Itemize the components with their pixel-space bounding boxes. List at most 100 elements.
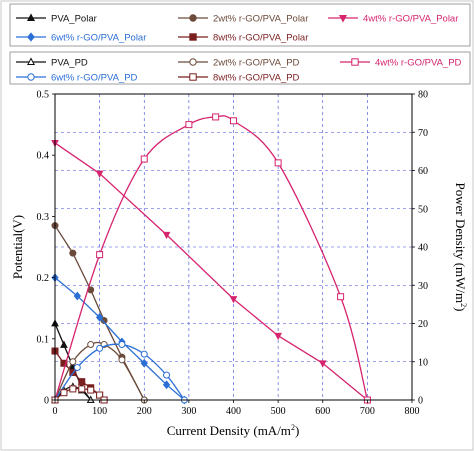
x-tick-label: 100 (92, 406, 107, 417)
data-point (69, 358, 77, 366)
y-tick-label: 0.4 (37, 151, 50, 162)
data-point (337, 293, 345, 301)
y2-tick-label: 40 (418, 243, 428, 254)
y2-tick-label: 60 (418, 166, 428, 177)
y2-tick-label: 0 (418, 396, 423, 407)
data-point (73, 291, 81, 301)
data-point (96, 391, 104, 399)
y2-tick-label: 70 (418, 128, 428, 139)
legend-swatch-marker (26, 13, 36, 22)
y2-tick-label: 80 (418, 90, 428, 101)
legend-label: 8wt% r-GO/PVA_Polar (213, 33, 308, 44)
legend-label: 6wt% r-GO/PVA_Polar (51, 33, 146, 44)
data-point (274, 159, 282, 167)
data-point (78, 378, 86, 386)
x-tick-label: 200 (137, 406, 152, 417)
y2-axis-label-main: Power Density (mW/m (453, 183, 468, 304)
data-point (87, 386, 95, 394)
legend-label: PVA_PD (51, 58, 88, 69)
x-tick-label: 300 (181, 406, 196, 417)
data-point (229, 296, 238, 304)
data-point (140, 350, 148, 358)
data-point (140, 358, 148, 368)
y2-tick-label: 50 (418, 204, 428, 215)
data-point (60, 359, 68, 367)
legend-swatch-marker (189, 58, 197, 66)
y2-tick-label: 10 (418, 357, 428, 368)
data-point (96, 251, 104, 259)
data-point (140, 155, 148, 163)
y2-tick-label: 20 (418, 319, 428, 330)
y2-axis-label: Power Density (mW/m2) (453, 183, 468, 312)
legend-item-2wt-r-go-pva-polar: 2wt% r-GO/PVA_Polar (178, 14, 308, 25)
x-axis-label-close: ) (295, 423, 299, 438)
series-line (54, 225, 145, 401)
grid (55, 94, 412, 400)
data-point (100, 316, 108, 324)
legend-swatch-marker (26, 57, 36, 66)
legend-power-density: PVA_PD 2wt% r-GO/PVA_PD 4wt% r-GO/PVA_PD 6w… (9, 51, 471, 85)
legend-swatch-marker (27, 73, 35, 81)
data-point (163, 371, 171, 379)
x-tick-label: 500 (271, 406, 286, 417)
legend-item-8wt-r-go-pva-polar: 8wt% r-GO/PVA_Polar (178, 33, 308, 44)
x-tick-label: 0 (53, 406, 58, 417)
x-tick-label: 800 (405, 406, 420, 417)
x-tick-label: 600 (315, 406, 330, 417)
legend-item-4wt-r-go-pva-pd: 4wt% r-GO/PVA_PD (340, 58, 462, 69)
data-point (60, 389, 68, 397)
data-point (60, 340, 68, 348)
legend-label: 4wt% r-GO/PVA_PD (375, 58, 462, 69)
y-tick-label: 0.2 (37, 273, 50, 284)
data-point (95, 170, 104, 178)
y2-tick-label: 30 (418, 281, 428, 292)
legend-swatch-marker (189, 14, 197, 22)
data-point (212, 113, 220, 121)
data-point (318, 360, 327, 368)
legend-item-pva-polar: PVA_Polar (16, 13, 97, 25)
legend-label: 2wt% r-GO/PVA_Polar (213, 14, 308, 25)
y2-axis-label-sup: 2 (459, 303, 468, 307)
legend-label: 8wt% r-GO/PVA_PD (213, 73, 300, 84)
data-point (96, 344, 104, 352)
data-point (185, 121, 193, 129)
y-tick-label: 0 (44, 396, 49, 407)
x-axis-label-sup: 2 (291, 423, 295, 432)
legend-item-8wt-r-go-pva-pd: 8wt% r-GO/PVA_PD (178, 73, 300, 84)
y-tick-label: 0.3 (37, 212, 50, 223)
legend-label: 2wt% r-GO/PVA_PD (213, 58, 300, 69)
legend-swatch-marker (27, 32, 35, 42)
data-point (95, 312, 104, 322)
data-point (162, 231, 171, 240)
data-point (87, 341, 95, 349)
legend-label: 6wt% r-GO/PVA_PD (51, 73, 138, 84)
legend-item-6wt-r-go-pva-pd: 6wt% r-GO/PVA_PD (16, 73, 138, 84)
legend-swatch-marker (351, 58, 359, 66)
x-tick-label: 400 (226, 406, 241, 417)
series-6wt-r-go-pva-pd (51, 341, 188, 404)
data-point (118, 341, 126, 349)
x-axis-label-main: Current Density (mA/m (167, 423, 291, 438)
legend-label: PVA_Polar (51, 14, 97, 25)
data-point (69, 385, 77, 393)
data-point (78, 385, 86, 393)
tick-labels: 0 100 200 300 400 500 600 700 80000.10.20.30.40.… (37, 90, 429, 418)
legend-item-pva-pd: PVA_PD (16, 57, 88, 69)
x-axis-label: Current Density (mA/m2) (167, 423, 300, 438)
data-point (73, 363, 81, 371)
legend-swatch-marker (338, 14, 348, 23)
legend-swatch-marker (189, 73, 197, 81)
legend-power-density-box (9, 51, 471, 85)
legend-item-4wt-r-go-pva-polar: 4wt% r-GO/PVA_Polar (328, 14, 458, 25)
y2-axis-label-close: ) (453, 307, 468, 311)
legend-item-6wt-r-go-pva-polar: 6wt% r-GO/PVA_Polar (16, 32, 146, 44)
data-point (274, 332, 282, 341)
data-point (118, 356, 126, 364)
legend-label: 4wt% r-GO/PVA_Polar (363, 14, 458, 25)
legend-polarization-box (9, 3, 471, 47)
data-point (230, 117, 237, 125)
legend-item-2wt-r-go-pva-pd: 2wt% r-GO/PVA_PD (178, 58, 300, 69)
y-axis-label: Potential(V) (10, 215, 25, 279)
legend-swatch-marker (189, 33, 197, 41)
